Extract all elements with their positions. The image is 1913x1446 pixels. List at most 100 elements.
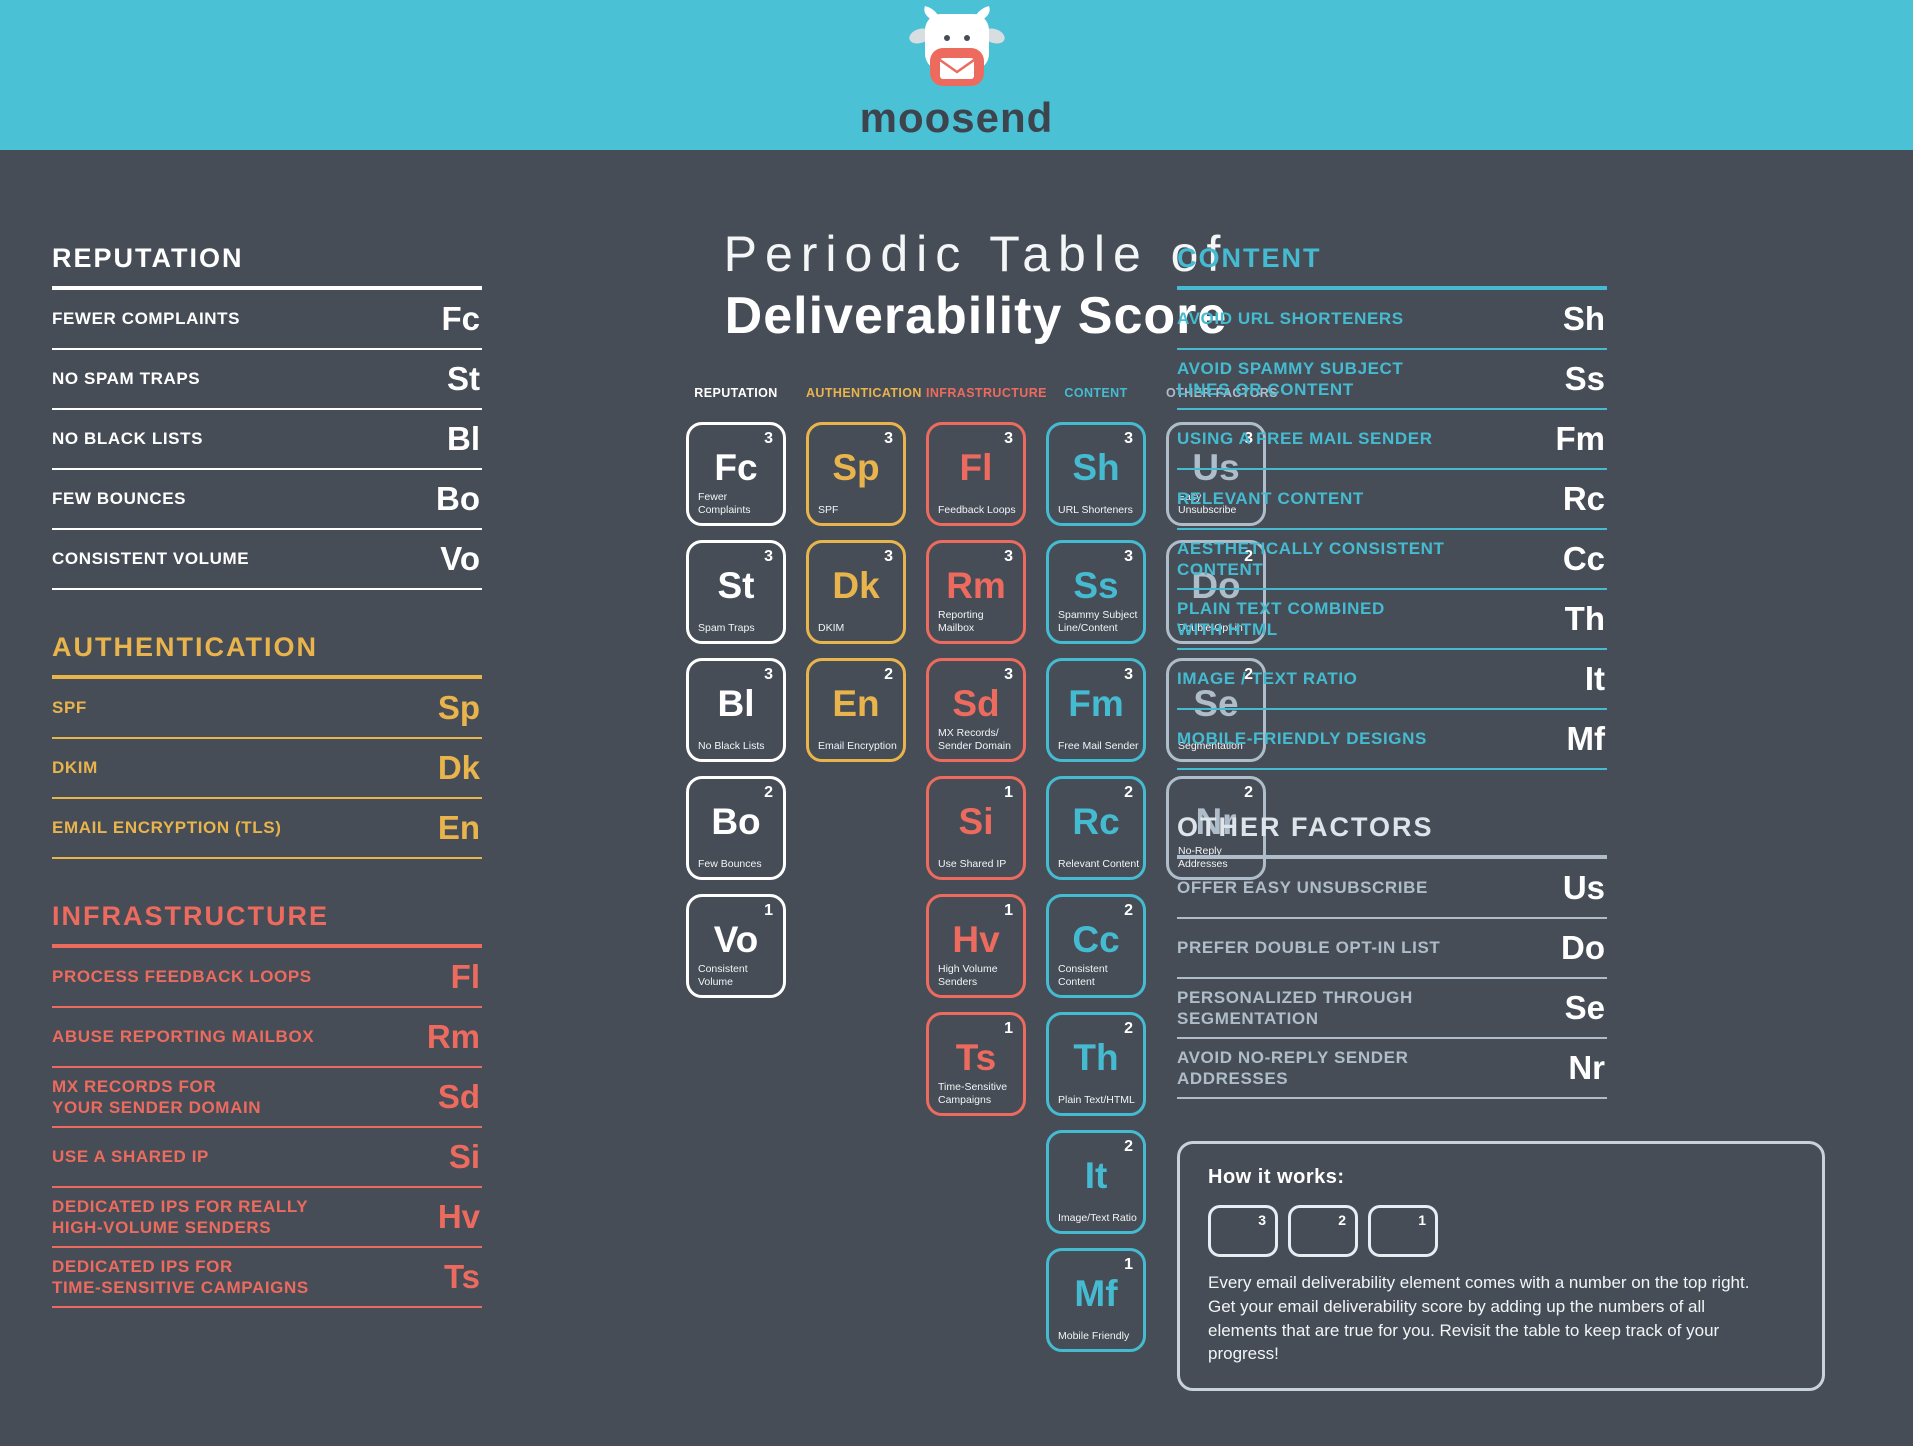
tile-sh: 3 Sh URL Shorteners (1046, 422, 1146, 526)
legend-item-symbol: Fc (441, 300, 480, 337)
tile-symbol: Fm (1068, 683, 1124, 724)
legend-item-label: OFFER EASY UNSUBSCRIBE (1177, 878, 1428, 898)
legend-item-plain-text-html: PLAIN TEXT COMBINED WITH HTML Th (1177, 590, 1607, 650)
legend-item-consistent-volume: CONSISTENT VOLUME Vo (52, 530, 482, 590)
legend-item-symbol: Rc (1562, 480, 1605, 517)
tile-caption: URL Shorteners (1058, 503, 1133, 516)
sample-tile-score: 3 (1258, 1212, 1266, 1228)
tile-symbol: Us (1192, 447, 1240, 488)
tile-score: 2 (1124, 1138, 1133, 1155)
tile-caption: No Black Lists (698, 739, 765, 752)
legend-item-symbol: Bl (447, 420, 480, 457)
legend-item-segmentation: PERSONALIZED THROUGH SEGMENTATION Se (1177, 979, 1607, 1039)
table-column-other-factors: OTHER FACTORS 3 Us Easy Unsubscribe 2 Do… (1166, 386, 1278, 1352)
legend-item-label: IMAGE / TEXT RATIO (1177, 669, 1358, 689)
legend-item-spf: SPF Sp (52, 679, 482, 739)
tile-score: 3 (1124, 548, 1133, 565)
header-banner: moosend (0, 0, 1913, 150)
legend-item-symbol: Cc (1562, 540, 1605, 577)
legend-section-infrastructure: INFRASTRUCTURE PROCESS FEEDBACK LOOPS Fl… (52, 901, 482, 1308)
tile-symbol: En (832, 683, 880, 724)
legend-item-label: PREFER DOUBLE OPT-IN LIST (1177, 938, 1441, 958)
legend-item-label: AVOID URL SHORTENERS (1177, 309, 1404, 329)
tile-bl: 3 Bl No Black Lists (686, 658, 786, 762)
tile-score: 2 (1244, 784, 1253, 801)
tile-nr: 2 Nr No-Reply Addresses (1166, 776, 1266, 880)
tile-score: 3 (1004, 430, 1013, 447)
legend-item-symbol: Fl (450, 958, 480, 995)
tile-score: 3 (1004, 666, 1013, 683)
tile-symbol: Cc (1072, 919, 1120, 960)
legend-item-symbol: Sd (437, 1078, 480, 1115)
sample-tile-score: 1 (1418, 1212, 1426, 1228)
legend-item-email-encryption: EMAIL ENCRYPTION (TLS) En (52, 799, 482, 859)
tile-score: 1 (764, 902, 773, 919)
brand-wordmark: moosend (859, 94, 1054, 141)
tile-score: 1 (1004, 784, 1013, 801)
tile-fl: 3 Fl Feedback Loops (926, 422, 1026, 526)
tile-st: 3 St Spam Traps (686, 540, 786, 644)
legend-item-mobile-friendly: MOBILE-FRIENDLY DESIGNS Mf (1177, 710, 1607, 770)
tile-caption: SPF (818, 503, 839, 516)
tile-caption: DKIM (818, 621, 845, 634)
tile-symbol: Dk (832, 565, 880, 606)
legend-item-label: CONSISTENT VOLUME (52, 549, 250, 569)
legend-item-symbol: Dk (437, 749, 480, 786)
tile-score: 3 (1124, 666, 1133, 683)
legend-item-label: PROCESS FEEDBACK LOOPS (52, 967, 312, 987)
tile-caption: Spam Traps (698, 621, 755, 634)
how-it-works-sample-tiles: 3 2 1 (1208, 1205, 1794, 1257)
legend-item-relevant-content: RELEVANT CONTENT Rc (1177, 470, 1607, 530)
legend-item-symbol: Ss (1564, 360, 1605, 397)
legend-item-label: FEW BOUNCES (52, 489, 187, 509)
legend-item-label: DKIM (52, 758, 98, 778)
legend-item-label: DEDICATED IPS FOR REALLY HIGH-VOLUME SEN… (52, 1196, 309, 1237)
tile-score: 3 (1244, 430, 1253, 447)
tile-symbol: Fc (714, 447, 758, 488)
tile-score: 3 (1004, 548, 1013, 565)
legend-item-symbol: Fm (1555, 420, 1606, 457)
legend-item-symbol: Hv (437, 1198, 480, 1235)
tile-score: 2 (1244, 666, 1253, 683)
tile-symbol: Rm (946, 565, 1006, 606)
sample-tile-2: 2 (1288, 1205, 1358, 1257)
legend-item-spammy-subject: AVOID SPAMMY SUBJECT LINES OR CONTENT Ss (1177, 350, 1607, 410)
legend-item-image-text-ratio: IMAGE / TEXT RATIO It (1177, 650, 1607, 710)
tile-score: 2 (764, 784, 773, 801)
tile-symbol: It (1084, 1155, 1108, 1196)
tile-caption: Email Encryption (818, 739, 897, 752)
tile-bo: 2 Bo Few Bounces (686, 776, 786, 880)
tile-symbol: Ss (1073, 565, 1119, 606)
tile-symbol: Rc (1072, 801, 1120, 842)
legend-item-symbol: St (447, 360, 480, 397)
tile-sd: 3 Sd MX Records/ Sender Domain (926, 658, 1026, 762)
how-it-works-description: Every email deliverability element comes… (1208, 1273, 1750, 1364)
tile-caption: Segmentation (1178, 739, 1243, 752)
legend-item-label: AVOID NO-REPLY SENDER ADDRESSES (1177, 1047, 1409, 1088)
legend-item-label: MOBILE-FRIENDLY DESIGNS (1177, 729, 1427, 749)
tile-hv: 1 Hv High Volume Senders (926, 894, 1026, 998)
page-title-line2: Deliverability Score (724, 287, 1228, 345)
legend-item-label: USING A FREE MAIL SENDER (1177, 429, 1433, 449)
tile-ss: 3 Ss Spammy Subject Line/Content (1046, 540, 1146, 644)
legend-item-high-volume-ips: DEDICATED IPS FOR REALLY HIGH-VOLUME SEN… (52, 1188, 482, 1248)
legend-item-symbol: Bo (436, 480, 480, 517)
legend-item-time-sensitive-ips: DEDICATED IPS FOR TIME-SENSITIVE CAMPAIG… (52, 1248, 482, 1308)
tile-score: 3 (884, 430, 893, 447)
tile-rm: 3 Rm Reporting Mailbox (926, 540, 1026, 644)
tile-caption: Fewer Complaints (698, 491, 751, 516)
tile-se: 2 Se Segmentation (1166, 658, 1266, 762)
tile-score: 1 (1004, 1020, 1013, 1037)
legend-item-label: EMAIL ENCRYPTION (TLS) (52, 818, 282, 838)
tile-symbol: Vo (713, 919, 759, 960)
tile-symbol: Sh (1072, 447, 1120, 488)
tile-caption: Mobile Friendly (1058, 1329, 1130, 1342)
legend-item-label: USE A SHARED IP (52, 1147, 209, 1167)
tile-caption: Consistent Content (1058, 963, 1108, 988)
tile-score: 2 (1124, 902, 1133, 919)
tile-score: 3 (764, 430, 773, 447)
legend-item-label: PERSONALIZED THROUGH SEGMENTATION (1177, 987, 1413, 1028)
tile-caption: Reporting Mailbox (938, 609, 984, 634)
tile-score: 3 (884, 548, 893, 565)
right-legend: CONTENT AVOID URL SHORTENERS Sh AVOID SP… (1177, 243, 1607, 1099)
